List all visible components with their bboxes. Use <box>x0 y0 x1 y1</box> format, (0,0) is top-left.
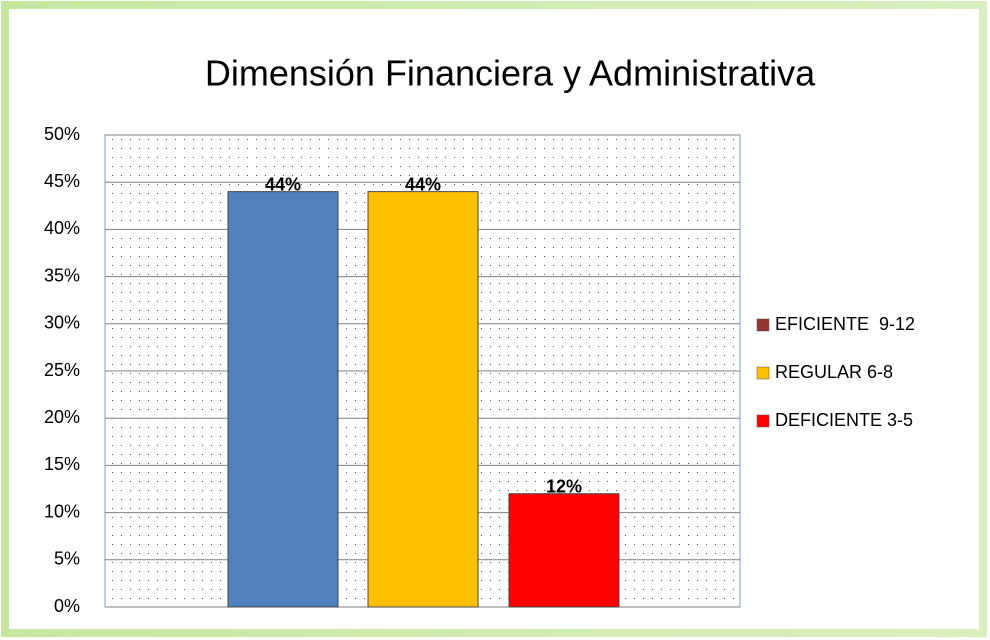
data-label: 44% <box>405 174 441 194</box>
y-tick-label: 35% <box>44 265 80 285</box>
data-label: 44% <box>265 174 301 194</box>
legend-marker <box>756 414 770 428</box>
bar <box>227 191 339 608</box>
bar <box>508 493 620 608</box>
y-tick-label: 0% <box>54 596 80 616</box>
y-tick-label: 45% <box>44 171 80 191</box>
data-label: 12% <box>546 476 582 496</box>
y-tick-label: 25% <box>44 360 80 380</box>
bar <box>367 191 479 608</box>
y-tick-label: 50% <box>44 124 80 144</box>
y-tick-label: 5% <box>54 549 80 569</box>
y-tick-label: 10% <box>44 501 80 521</box>
legend-label: DEFICIENTE 3-5 <box>775 410 913 430</box>
y-tick-label: 40% <box>44 218 80 238</box>
chart-title: Dimensión Financiera y Administrativa <box>205 53 816 94</box>
legend-marker <box>756 318 770 332</box>
y-tick-label: 15% <box>44 454 80 474</box>
y-tick-label: 20% <box>44 407 80 427</box>
legend-marker <box>756 366 770 380</box>
legend-label: EFICIENTE 9-12 <box>775 314 915 334</box>
legend-label: REGULAR 6-8 <box>775 362 893 382</box>
y-tick-label: 30% <box>44 313 80 333</box>
